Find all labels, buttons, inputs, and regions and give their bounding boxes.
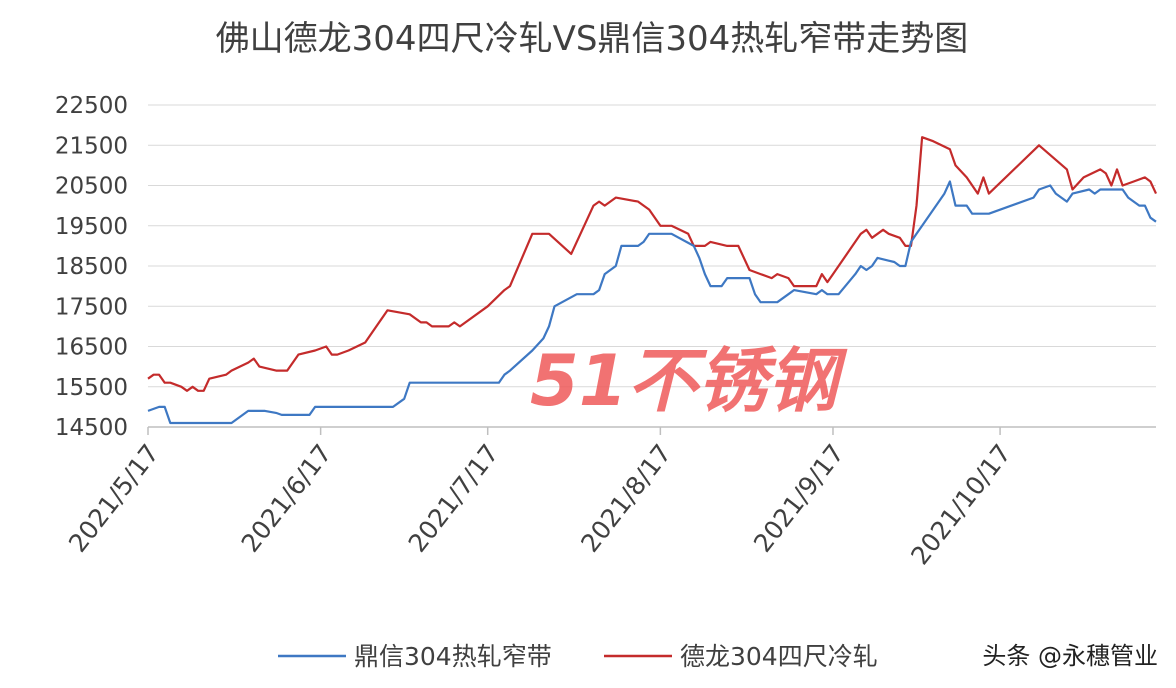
legend-label: 鼎信304热轧窄带 — [354, 642, 552, 671]
series-line-1 — [147, 136, 1157, 392]
y-tick-label: 18500 — [55, 254, 128, 280]
legend-label: 德龙304四尺冷轧 — [680, 642, 878, 671]
y-tick-label: 21500 — [55, 133, 128, 159]
x-tick-label: 2021/9/17 — [748, 439, 850, 558]
x-tick-label: 2021/7/17 — [403, 439, 505, 558]
x-tick-label: 2021/10/17 — [905, 439, 1017, 570]
grid-lines — [148, 104, 1156, 388]
y-tick-label: 14500 — [55, 415, 128, 441]
y-tick-label: 22500 — [55, 93, 128, 119]
y-tick-label: 15500 — [55, 375, 128, 401]
y-axis-ticks: 22500 21500 20500 19500 18500 17500 16500 15500… — [55, 93, 128, 441]
y-tick-label: 20500 — [55, 174, 128, 200]
credit-text: 头条 @永穗管业 — [982, 642, 1158, 670]
series-line-0 — [147, 180, 1157, 425]
y-tick-label: 16500 — [55, 335, 128, 361]
y-tick-label: 19500 — [55, 214, 128, 240]
x-tick-label: 2021/6/17 — [236, 439, 338, 558]
x-axis: 2021/5/17 2021/6/17 2021/7/17 2021/8/17 2021… — [63, 426, 1156, 570]
x-tick-label: 2021/8/17 — [575, 439, 677, 558]
series-lines — [147, 136, 1157, 425]
chart-title: 佛山德龙304四尺冷轧VS鼎信304热轧窄带走势图 — [216, 19, 969, 59]
x-tick-label: 2021/5/17 — [63, 439, 165, 558]
legend: 鼎信304热轧窄带 德龙304四尺冷轧 — [278, 642, 878, 671]
y-tick-label: 17500 — [55, 294, 128, 320]
watermark-logo: 51不锈钢 — [530, 340, 848, 422]
